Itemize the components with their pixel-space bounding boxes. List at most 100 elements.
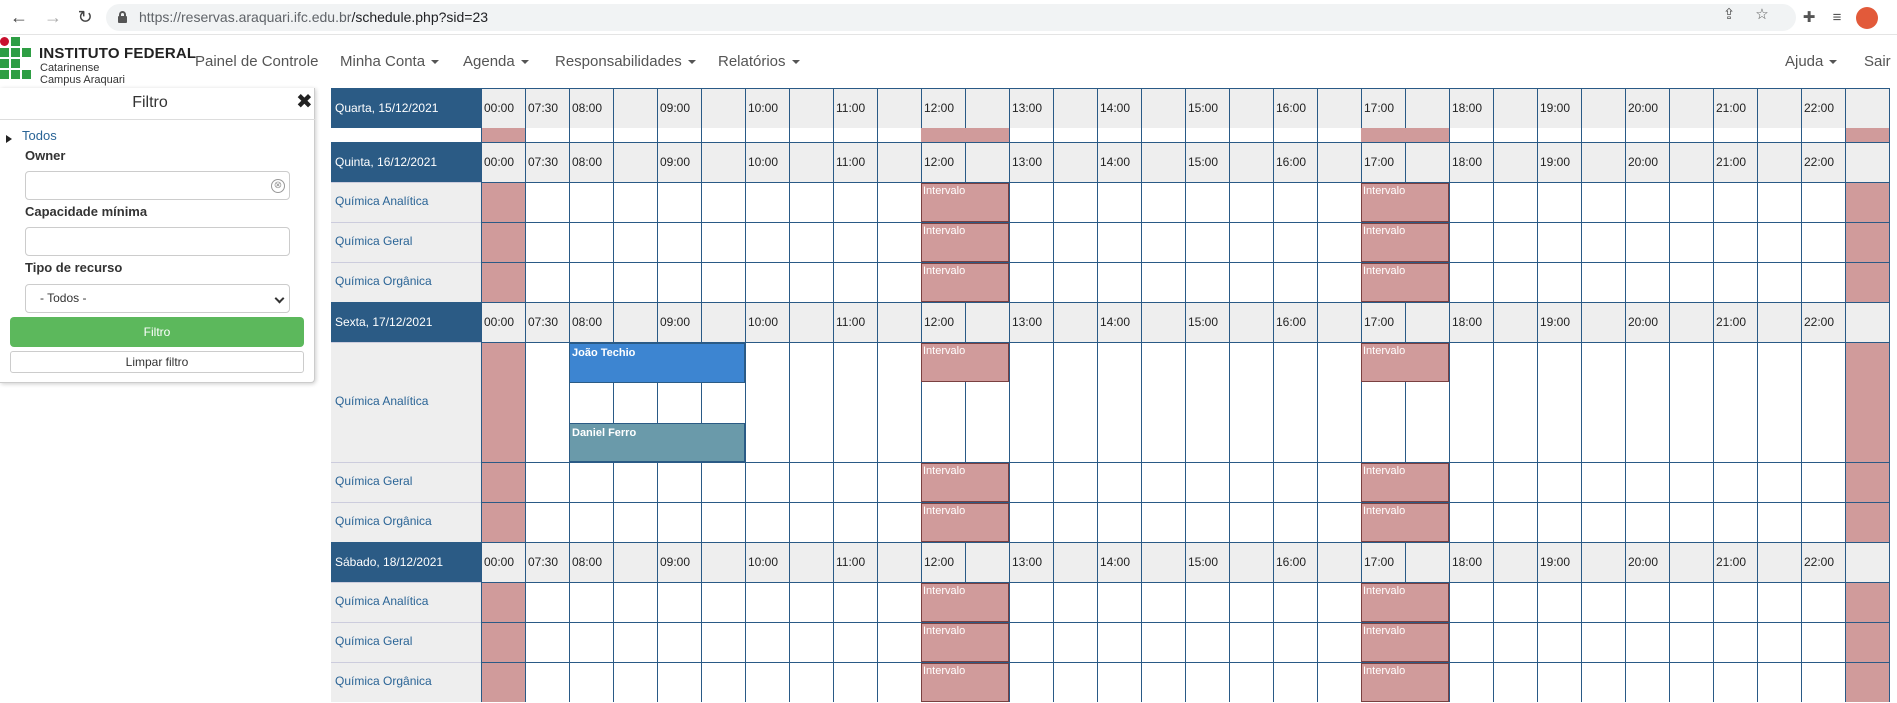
extensions-icon[interactable]: ✚ bbox=[1802, 9, 1816, 26]
grid-line bbox=[1405, 88, 1406, 128]
resource-link[interactable]: Química Geral bbox=[335, 634, 413, 648]
grid-line bbox=[1713, 128, 1714, 142]
intervalo-block[interactable]: Intervalo bbox=[921, 503, 1009, 542]
intervalo-block[interactable]: Intervalo bbox=[1361, 183, 1449, 222]
filtro-button[interactable]: Filtro bbox=[10, 317, 304, 347]
resource-link[interactable]: Química Orgânica bbox=[335, 514, 432, 528]
limpar-filtro-button[interactable]: Limpar filtro bbox=[10, 351, 304, 373]
intervalo-block[interactable]: Intervalo bbox=[1361, 223, 1449, 262]
grid-line bbox=[1361, 88, 1362, 128]
menu-minha-conta[interactable]: Minha Conta bbox=[340, 53, 440, 70]
todos-link[interactable]: Todos bbox=[22, 128, 57, 143]
grid-line bbox=[1845, 342, 1846, 462]
grid-line bbox=[1053, 502, 1054, 542]
intervalo-block[interactable]: Intervalo bbox=[1361, 663, 1449, 702]
grid-line bbox=[833, 662, 834, 702]
grid-line bbox=[1537, 222, 1538, 262]
clear-icon[interactable]: ⊗ bbox=[271, 179, 285, 193]
time-label: 11:00 bbox=[836, 101, 866, 115]
menu-agenda[interactable]: Agenda bbox=[463, 53, 529, 70]
menu-relatorios[interactable]: Relatórios bbox=[718, 53, 800, 70]
time-label: 09:00 bbox=[660, 315, 691, 329]
menu-painel[interactable]: Painel de Controle bbox=[195, 53, 319, 70]
address-bar[interactable]: https://reservas.araquari.ifc.edu.br/sch… bbox=[106, 4, 1796, 31]
grid-line bbox=[1801, 662, 1802, 702]
menu-responsabilidades[interactable]: Responsabilidades bbox=[555, 53, 696, 70]
intervalo-block[interactable]: Intervalo bbox=[1361, 583, 1449, 622]
menu-sair[interactable]: Sair bbox=[1864, 53, 1891, 70]
capacidade-input[interactable] bbox=[25, 227, 290, 256]
reservation-block[interactable]: Daniel Ferro bbox=[569, 423, 745, 462]
intervalo-block[interactable]: Intervalo bbox=[921, 183, 1009, 222]
intervalo-block[interactable]: Intervalo bbox=[921, 263, 1009, 302]
bookmark-star-icon[interactable]: ☆ bbox=[1755, 6, 1769, 23]
grid-line bbox=[1757, 342, 1758, 462]
resource-name-cell bbox=[331, 502, 481, 542]
grid-line bbox=[1273, 622, 1274, 662]
reservation-block[interactable]: João Techio bbox=[569, 343, 745, 383]
grid-line bbox=[1053, 222, 1054, 262]
time-label: 17:00 bbox=[1364, 101, 1395, 115]
grid-line bbox=[657, 262, 658, 302]
intervalo-block[interactable]: Intervalo bbox=[1361, 343, 1449, 382]
time-label: 16:00 bbox=[1276, 101, 1307, 115]
grid-line bbox=[1141, 582, 1142, 622]
intervalo-block[interactable]: Intervalo bbox=[921, 583, 1009, 622]
day-header-row bbox=[331, 88, 1889, 128]
grid-line bbox=[1141, 182, 1142, 222]
grid-line bbox=[1581, 222, 1582, 262]
grid-line bbox=[1317, 582, 1318, 622]
owner-input[interactable]: ⊗ bbox=[25, 171, 290, 200]
intervalo-block[interactable]: Intervalo bbox=[1361, 503, 1449, 542]
grid-line bbox=[657, 582, 658, 622]
row-divider bbox=[481, 662, 1889, 663]
menu-ajuda[interactable]: Ajuda bbox=[1785, 53, 1838, 70]
back-icon[interactable]: ← bbox=[10, 7, 28, 27]
profile-avatar-icon[interactable] bbox=[1856, 7, 1878, 29]
grid-line bbox=[1889, 582, 1890, 622]
grid-line bbox=[1449, 342, 1450, 462]
resource-link[interactable]: Química Orgânica bbox=[335, 674, 432, 688]
intervalo-block[interactable]: Intervalo bbox=[921, 663, 1009, 702]
resource-link[interactable]: Química Analítica bbox=[335, 194, 429, 208]
grid-line bbox=[1097, 462, 1098, 502]
forward-icon[interactable]: → bbox=[44, 7, 62, 27]
resource-link[interactable]: Química Analítica bbox=[335, 394, 429, 408]
time-label: 20:00 bbox=[1628, 315, 1659, 329]
grid-line bbox=[1757, 542, 1758, 582]
grid-line bbox=[1581, 582, 1582, 622]
resource-link[interactable]: Química Orgânica bbox=[335, 274, 432, 288]
caret-down-icon bbox=[687, 60, 696, 65]
grid-line bbox=[1141, 88, 1142, 128]
reload-icon[interactable]: ↻ bbox=[77, 7, 93, 27]
blocked-slot bbox=[1846, 623, 1889, 662]
expand-triangle-icon[interactable] bbox=[6, 135, 12, 143]
grid-line bbox=[1141, 342, 1142, 462]
grid-line bbox=[1493, 128, 1494, 142]
grid-line bbox=[569, 542, 570, 582]
time-label: 15:00 bbox=[1188, 155, 1219, 169]
tipo-select[interactable]: - Todos - bbox=[25, 284, 290, 313]
grid-line bbox=[1053, 88, 1054, 128]
grid-line bbox=[1097, 342, 1098, 462]
intervalo-block[interactable]: Intervalo bbox=[1361, 263, 1449, 302]
close-icon[interactable]: ✖ bbox=[296, 91, 313, 113]
intervalo-block[interactable]: Intervalo bbox=[1361, 623, 1449, 662]
resource-link[interactable]: Química Geral bbox=[335, 474, 413, 488]
grid-line bbox=[1889, 662, 1890, 702]
grid-line bbox=[745, 462, 746, 502]
reading-list-icon[interactable]: ≡ bbox=[1832, 9, 1842, 26]
intervalo-block[interactable]: Intervalo bbox=[921, 223, 1009, 262]
grid-line bbox=[745, 142, 746, 182]
intervalo-block[interactable]: Intervalo bbox=[921, 623, 1009, 662]
resource-link[interactable]: Química Geral bbox=[335, 234, 413, 248]
intervalo-block[interactable]: Intervalo bbox=[921, 343, 1009, 382]
resource-link[interactable]: Química Analítica bbox=[335, 594, 429, 608]
share-icon[interactable]: ⇪ bbox=[1722, 6, 1736, 23]
grid-line bbox=[481, 502, 482, 542]
intervalo-block[interactable]: Intervalo bbox=[1361, 463, 1449, 502]
intervalo-block[interactable]: Intervalo bbox=[921, 463, 1009, 502]
grid-line bbox=[1449, 262, 1450, 302]
time-label: 10:00 bbox=[748, 155, 779, 169]
grid-line bbox=[525, 502, 526, 542]
